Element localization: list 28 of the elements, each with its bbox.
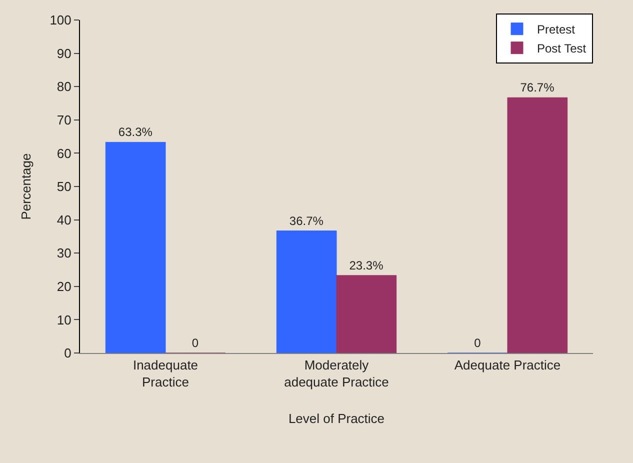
y-tick-label: 20	[56, 278, 72, 294]
y-axis-title: Percentage	[18, 153, 34, 220]
bar	[276, 230, 337, 353]
data-label: 23.3%	[349, 258, 384, 272]
data-label: 76.7%	[520, 80, 555, 95]
x-tick-label: Moderately adequate Practice	[284, 358, 389, 390]
legend-label: Pretest	[537, 22, 576, 37]
y-tick-label: 80	[56, 79, 72, 94]
legend-label: Post Test	[537, 42, 587, 56]
bar	[105, 142, 166, 353]
bar	[507, 97, 568, 353]
data-label: 36.7%	[289, 214, 324, 228]
y-tick-label: 50	[56, 179, 72, 194]
y-tick-label: 100	[50, 12, 72, 28]
y-tick-label: 0	[64, 346, 72, 361]
x-tick-label: Adequate Practice	[454, 358, 561, 373]
x-tick-label: Inadequate Practice	[132, 358, 198, 390]
y-tick-label: 90	[56, 46, 72, 61]
data-label: 0	[474, 336, 482, 350]
data-label: 0	[192, 336, 199, 350]
data-label: 63.3%	[118, 125, 153, 140]
bar	[336, 275, 397, 353]
y-tick-label: 70	[56, 112, 72, 128]
x-axis-title: Level of Practice	[288, 411, 385, 426]
y-tick-label: 30	[56, 246, 72, 261]
y-tick-label: 10	[56, 312, 72, 328]
y-tick-label: 60	[56, 146, 72, 161]
y-tick-label: 40	[56, 212, 72, 228]
